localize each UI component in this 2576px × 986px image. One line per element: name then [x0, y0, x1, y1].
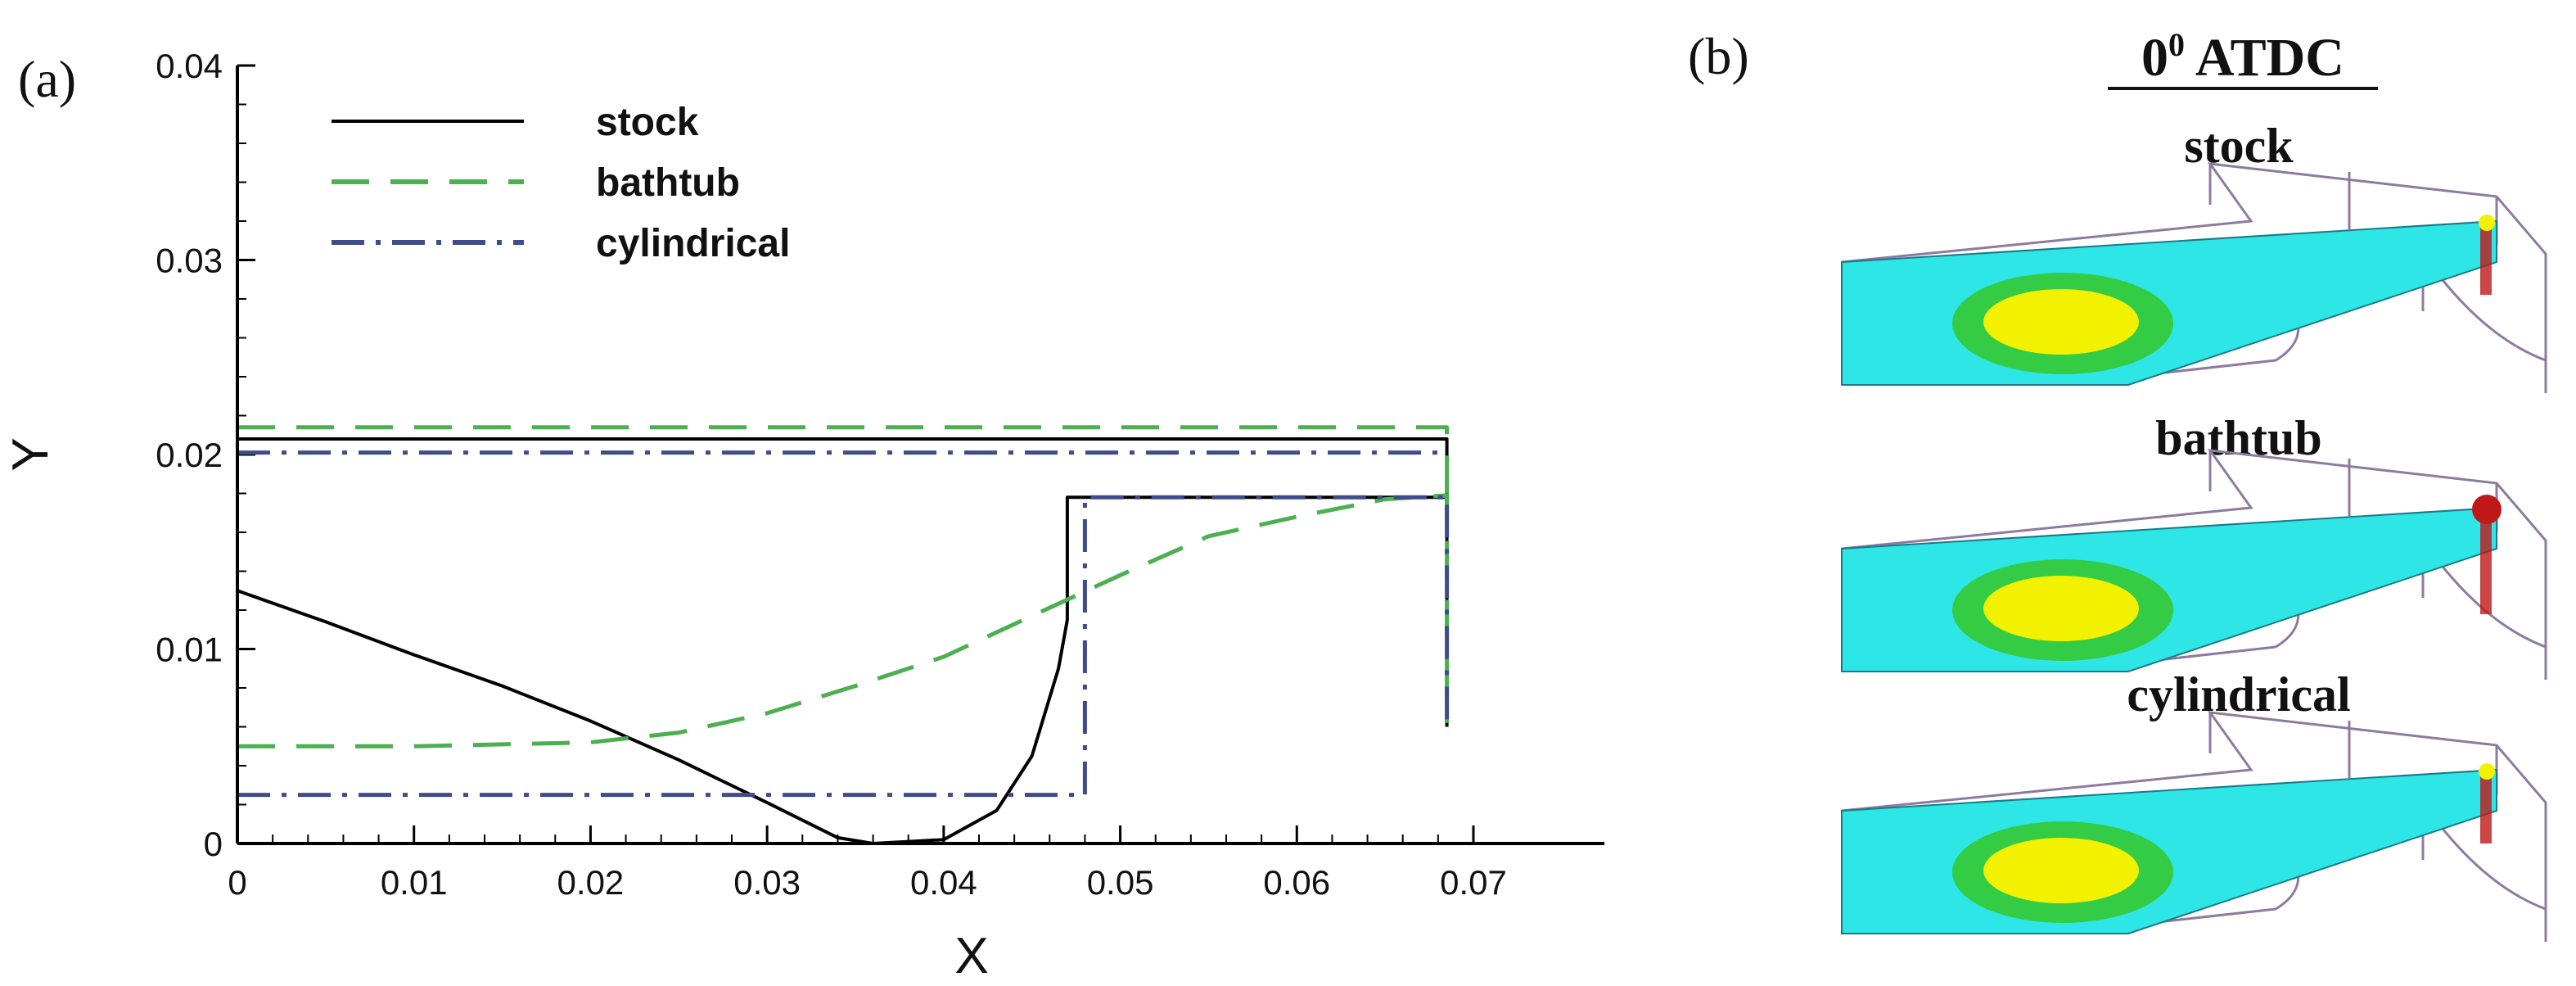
- x-tick-label: 0.05: [1087, 863, 1154, 902]
- wireframe: [1841, 449, 2547, 647]
- rim-hotspot: [2480, 770, 2492, 844]
- x-axis-title: X: [954, 928, 988, 984]
- tick-labels: 0 0.01 0.02 0.03 0.04 0.05 0.06 0.07 0 0.01 0.02 0.…: [156, 47, 1507, 902]
- contour-case-stock: stock: [1841, 119, 2547, 393]
- x-tick-label: 0.07: [1440, 863, 1507, 902]
- core-contour: [1983, 838, 2139, 903]
- panel-a-tag: (a): [18, 50, 76, 108]
- legend-label-stock: stock: [596, 101, 699, 144]
- series-lines: [237, 425, 1450, 845]
- atdc-title: 00 ATDC: [2141, 26, 2344, 88]
- y-tick-label: 0.02: [156, 436, 223, 474]
- y-tick-label: 0: [204, 825, 223, 863]
- rim-spot: [2479, 763, 2495, 780]
- panel-b-tag: (b): [1688, 27, 1749, 85]
- core-contour: [1983, 576, 2139, 641]
- x-tick-label: 0.06: [1263, 863, 1330, 902]
- field-region: [1841, 219, 2497, 386]
- y-tick-label: 0.01: [156, 631, 223, 669]
- field-region: [1841, 768, 2497, 934]
- contour-case-title: cylindrical: [2127, 667, 2350, 721]
- contour-case-bathtub: bathtub: [1841, 411, 2547, 680]
- series-line-bathtub-top: [237, 425, 1450, 495]
- contour-case-cylindrical: cylindrical: [1841, 667, 2547, 942]
- rim-spot: [2472, 495, 2502, 524]
- legend-label-bathtub: bathtub: [596, 161, 740, 205]
- x-tick-label: 0.04: [910, 863, 977, 902]
- rim-spot: [2479, 215, 2495, 231]
- atdc-title-base: 0: [2141, 28, 2168, 88]
- series-line-stock-top: [237, 437, 1449, 498]
- series-line-bathtub: [237, 493, 1450, 749]
- rim-hotspot: [2480, 508, 2492, 614]
- x-tick-label: 0: [228, 863, 246, 902]
- contour-case-title: bathtub: [2155, 411, 2321, 465]
- panel-a-chart: (a) 0 0.01 0.02 0.03 0.04 0.05 0.06 0.07 0 0.01 0.…: [2, 47, 1604, 984]
- contour-case-title: stock: [2184, 119, 2294, 173]
- contour-cases: stock bathtub cylindrical: [1841, 119, 2547, 942]
- x-tick-label: 0.01: [381, 863, 448, 902]
- y-axis-title: Y: [2, 437, 59, 471]
- wireframe: [1841, 162, 2547, 360]
- atdc-title-sup: 0: [2168, 26, 2185, 63]
- wireframe: [1841, 711, 2547, 909]
- y-tick-label: 0.03: [156, 242, 223, 280]
- rim-hotspot: [2480, 221, 2492, 295]
- y-tick-label: 0.04: [156, 47, 223, 85]
- series-line-cylindrical: [237, 495, 1450, 798]
- series-line-stock: [237, 495, 1449, 845]
- x-tick-label: 0.03: [733, 863, 801, 902]
- field-region: [1841, 506, 2497, 672]
- legend-label-cylindrical: cylindrical: [596, 222, 790, 265]
- x-tick-label: 0.02: [557, 863, 625, 902]
- legend: stock bathtub cylindrical: [332, 101, 790, 265]
- atdc-title-rest: ATDC: [2185, 28, 2344, 88]
- core-contour: [1983, 289, 2139, 355]
- panel-b-contours: (b) 00 ATDC stock bathtub cylindrical: [1688, 26, 2547, 942]
